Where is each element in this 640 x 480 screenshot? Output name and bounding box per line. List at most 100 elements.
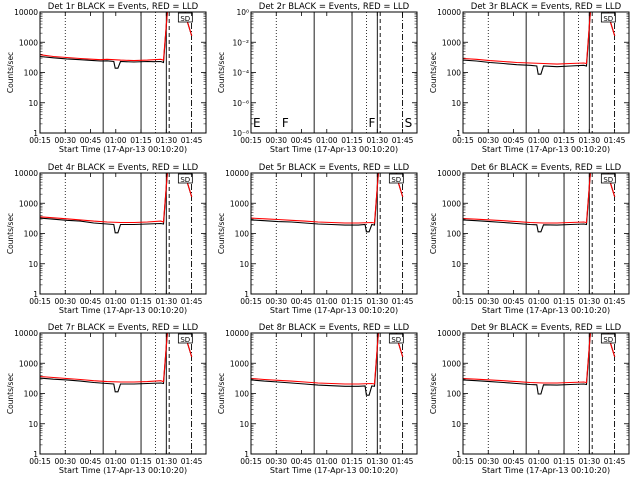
series-lld	[463, 173, 616, 224]
y-tick-label: 10000	[14, 329, 38, 338]
x-axis-label: Start Time (17-Apr-13 00:10:20)	[482, 306, 610, 315]
series-events	[463, 333, 616, 395]
x-tick-label: 01:45	[181, 457, 203, 466]
x-tick-label: 00:45	[503, 297, 525, 306]
legend-markers: SD	[391, 336, 401, 344]
panel-title: Det 3r BLACK = Events, RED = LLD	[471, 2, 622, 12]
y-tick-label: 1000	[230, 199, 249, 208]
panel-title: Det 5r BLACK = Events, RED = LLD	[259, 163, 410, 173]
y-axis-label: Counts/sec	[6, 373, 15, 414]
x-tick-label: 00:30	[265, 297, 287, 306]
x-tick-label: 01:15	[130, 136, 152, 145]
y-tick-label: 10000	[437, 169, 461, 178]
legend-box	[600, 173, 616, 184]
panel-det-3: Det 3r BLACK = Events, RED = LLD SD 1 10 100…	[429, 2, 630, 154]
legend-markers: SD	[180, 176, 190, 184]
y-tick-label: 10000	[437, 329, 461, 338]
y-axis-label: Counts/sec	[217, 52, 226, 93]
panel-det-7: Det 7r BLACK = Events, RED = LLD SD 1 10 100…	[6, 323, 207, 475]
x-tick-label: 01:00	[316, 136, 338, 145]
panel-title: Det 2r BLACK = Events, RED = LLD	[259, 2, 410, 12]
x-tick-label: 00:15	[29, 136, 51, 145]
series-events	[251, 173, 404, 233]
y-tick-label: 1	[244, 290, 249, 299]
legend-box	[177, 12, 193, 23]
y-tick-label: 100	[24, 390, 39, 399]
y-tick-label: 100	[447, 390, 462, 399]
legend-box	[600, 12, 616, 23]
x-axis-label: Start Time (17-Apr-13 00:10:20)	[59, 306, 187, 315]
x-tick-label: 00:45	[291, 457, 313, 466]
x-axis-label: Start Time (17-Apr-13 00:10:20)	[270, 145, 398, 154]
legend-box	[600, 333, 616, 344]
x-tick-label: 01:45	[604, 297, 626, 306]
y-tick-label: 10000	[14, 8, 38, 17]
x-tick-label: 01:00	[316, 457, 338, 466]
x-tick-label: 01:00	[528, 457, 550, 466]
legend-markers: SD	[180, 336, 190, 344]
panel-det-5: Det 5r BLACK = Events, RED = LLD SD 1 10 100…	[217, 163, 418, 315]
legend-markers: SD	[391, 176, 401, 184]
x-tick-label: 01:00	[105, 457, 127, 466]
legend-markers: SD	[603, 176, 613, 184]
x-tick-label: 00:45	[80, 136, 102, 145]
legend-markers: SD	[603, 336, 613, 344]
y-tick-label: 10000	[225, 329, 249, 338]
x-tick-label: 01:00	[105, 136, 127, 145]
panel-title: Det 1r BLACK = Events, RED = LLD	[48, 2, 199, 12]
y-tick-label: 10	[239, 420, 249, 429]
y-tick-label: 1000	[230, 359, 249, 368]
panel-title: Det 6r BLACK = Events, RED = LLD	[471, 163, 622, 173]
x-tick-label: 00:15	[29, 297, 51, 306]
series-events	[40, 12, 193, 69]
y-tick-label: 1	[456, 450, 461, 459]
x-tick-label: 01:30	[155, 457, 177, 466]
x-tick-label: 01:00	[105, 297, 127, 306]
x-tick-label: 01:15	[130, 297, 152, 306]
x-tick-label: 00:15	[240, 457, 262, 466]
series-events	[463, 173, 616, 233]
y-tick-label: 1	[456, 129, 461, 138]
x-tick-label: 01:15	[341, 457, 363, 466]
panel-det-2: Det 2r BLACK = Events, RED = LLD E F F S 10⁻⁸…	[217, 2, 418, 154]
y-tick-label: 100	[24, 230, 39, 239]
y-tick-label: 10	[28, 420, 38, 429]
y-tick-label: 1	[33, 450, 38, 459]
x-tick-label: 01:00	[316, 297, 338, 306]
y-axis-label: Counts/sec	[217, 213, 226, 254]
x-tick-label: 00:15	[452, 136, 474, 145]
x-tick-label: 01:15	[553, 297, 575, 306]
y-tick-label: 1	[244, 450, 249, 459]
legend-box	[388, 173, 404, 184]
x-tick-label: 00:30	[54, 136, 76, 145]
x-tick-label: 00:30	[477, 457, 499, 466]
x-tick-label: 01:15	[341, 136, 363, 145]
y-tick-label: 1	[456, 290, 461, 299]
panel-det-6: Det 6r BLACK = Events, RED = LLD SD 1 10 100…	[429, 163, 630, 315]
x-tick-label: 00:45	[80, 457, 102, 466]
x-tick-label: 01:45	[181, 297, 203, 306]
x-tick-label: 00:15	[452, 457, 474, 466]
x-tick-label: 01:15	[553, 457, 575, 466]
y-tick-label: 10⁻⁶	[232, 99, 249, 108]
panel-title: Det 9r BLACK = Events, RED = LLD	[471, 323, 622, 333]
y-tick-label: 100	[447, 230, 462, 239]
x-tick-label: 01:00	[528, 136, 550, 145]
y-tick-label: 10	[451, 420, 461, 429]
x-tick-label: 00:30	[265, 136, 287, 145]
panel-title: Det 4r BLACK = Events, RED = LLD	[48, 163, 199, 173]
legend-box	[177, 333, 193, 344]
y-axis-label: Counts/sec	[6, 52, 15, 93]
legend-markers: SD	[603, 15, 613, 23]
panel-title: Det 7r BLACK = Events, RED = LLD	[48, 323, 199, 333]
y-tick-label: 10⁻⁸	[232, 129, 249, 138]
y-axis-label: Counts/sec	[217, 373, 226, 414]
x-tick-label: 01:15	[341, 297, 363, 306]
series-lld	[251, 173, 404, 224]
panel-det-9: Det 9r BLACK = Events, RED = LLD SD 1 10 100…	[429, 323, 630, 475]
x-tick-label: 01:30	[578, 297, 600, 306]
y-tick-label: 100	[447, 69, 462, 78]
y-tick-label: 10⁰	[236, 8, 249, 17]
x-tick-label: 00:30	[477, 136, 499, 145]
